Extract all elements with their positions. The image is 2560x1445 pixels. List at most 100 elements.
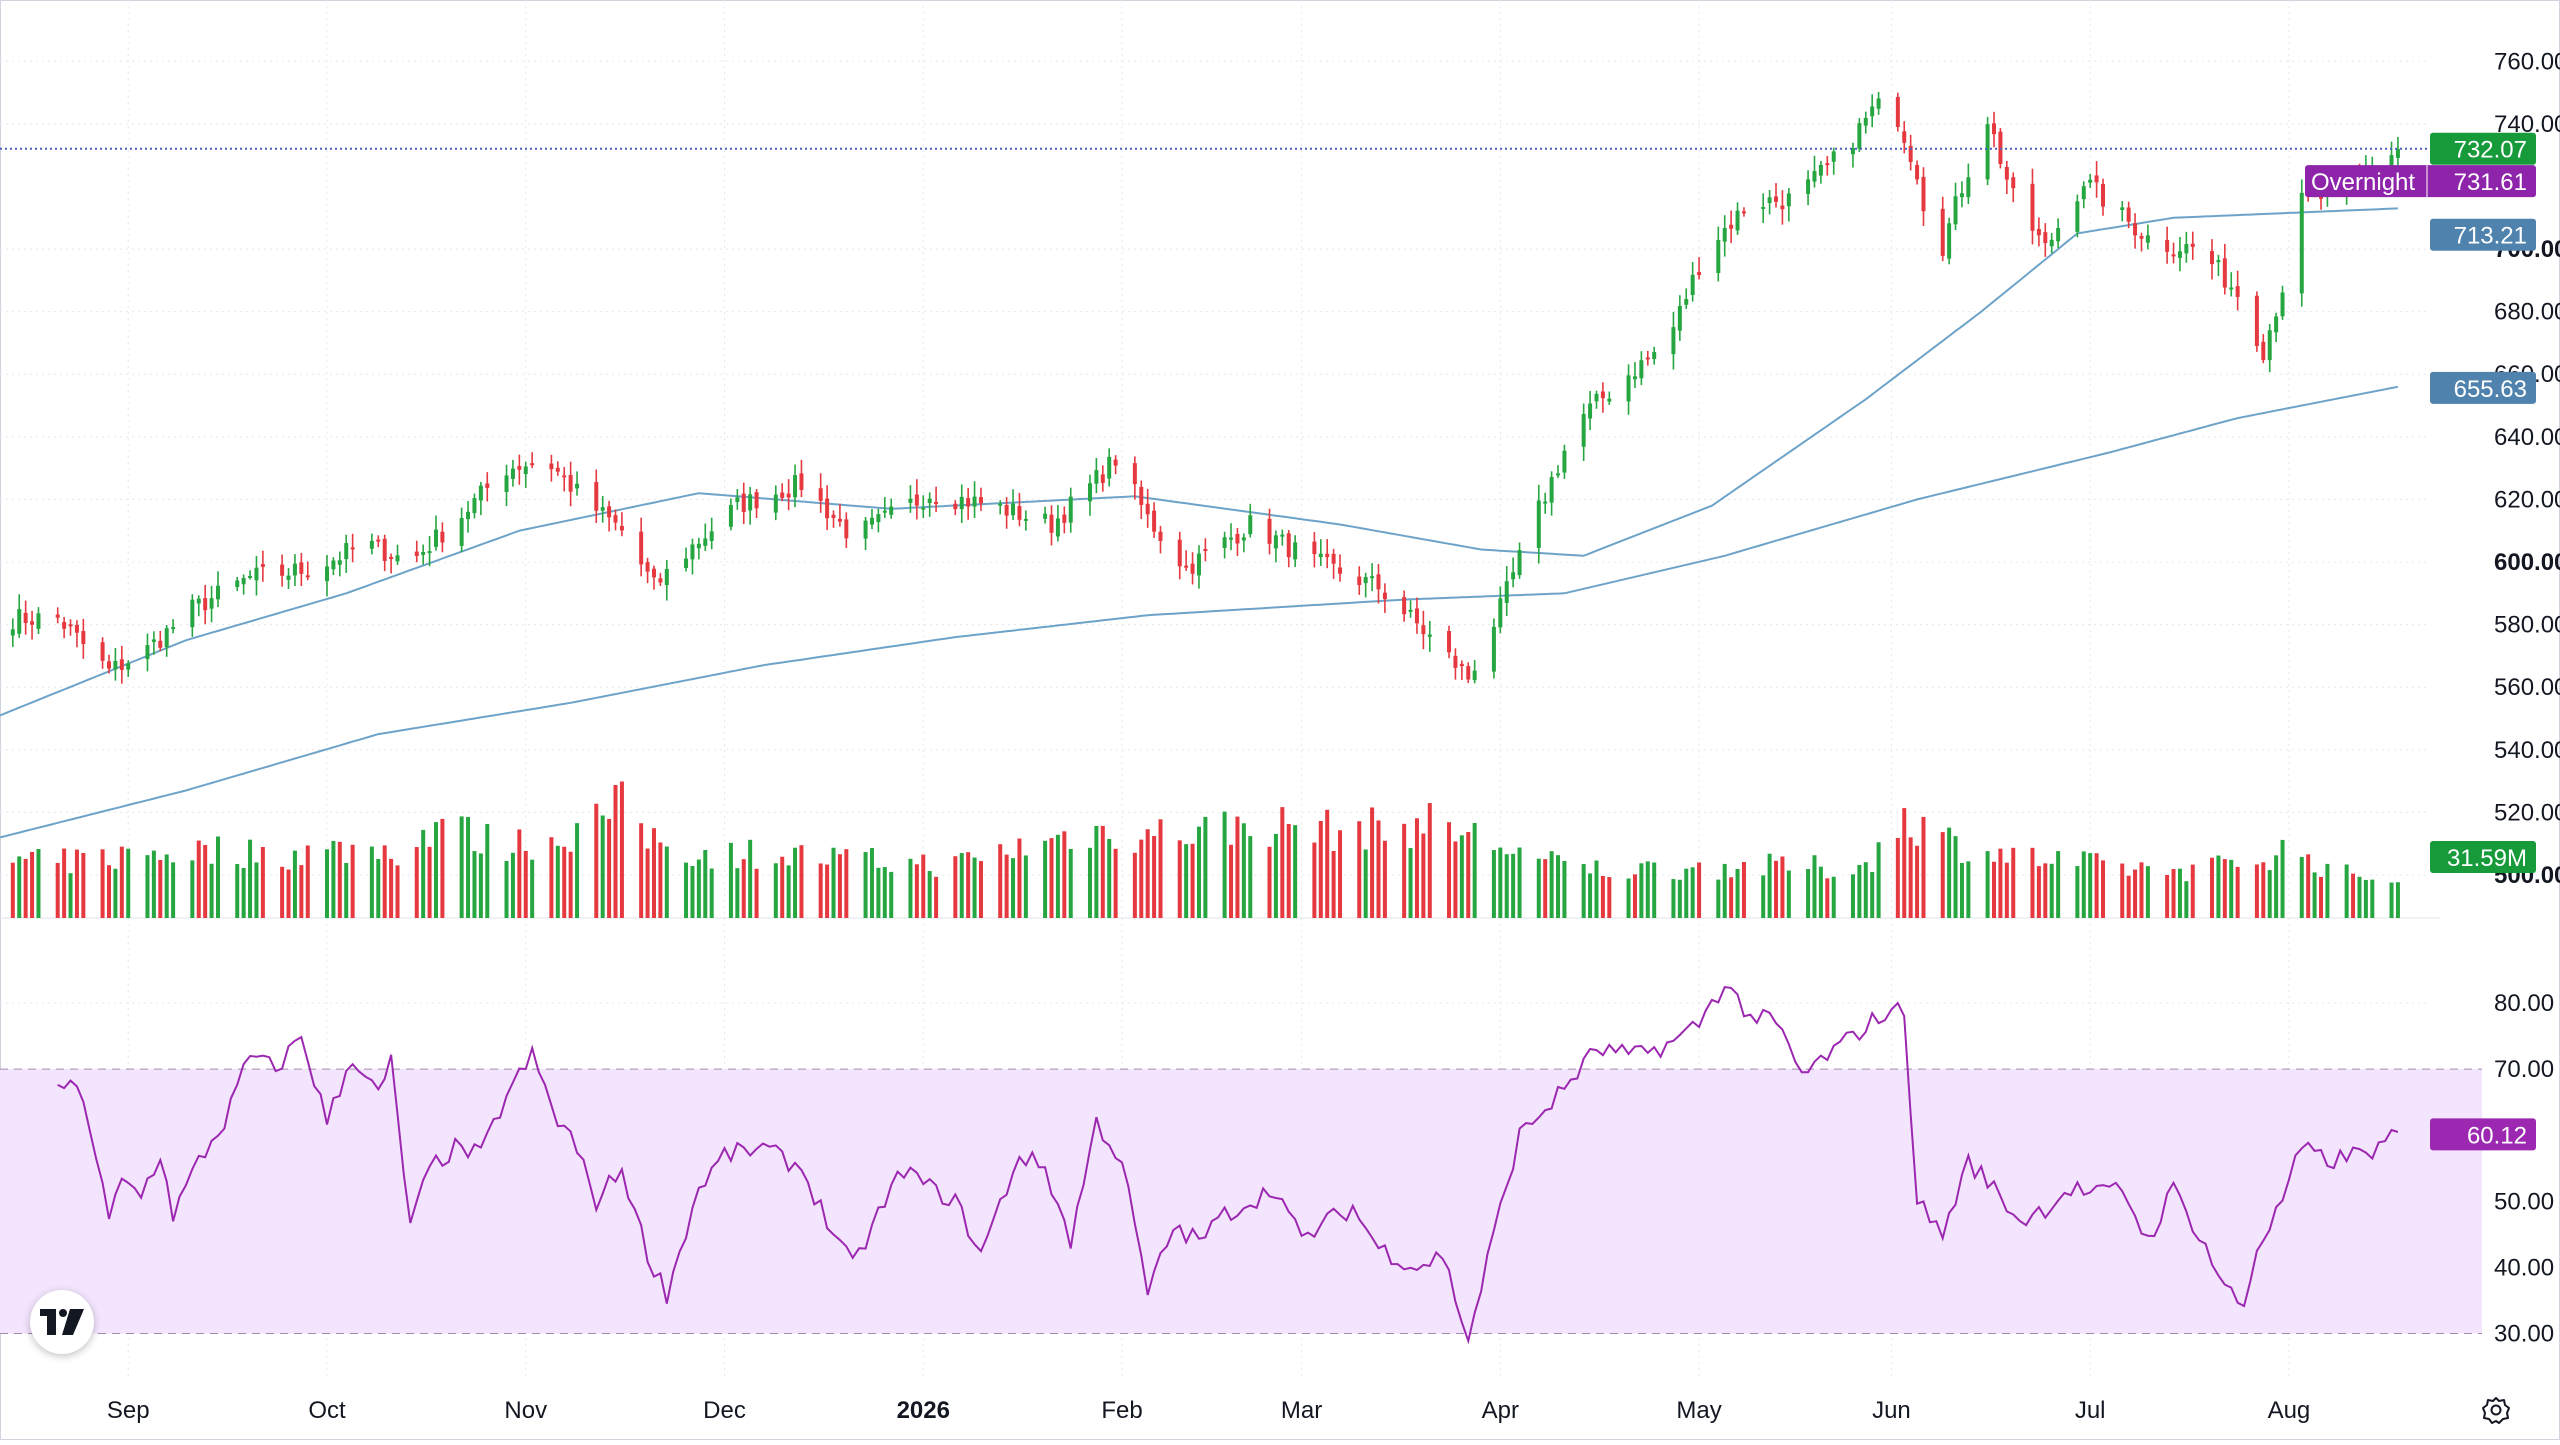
volume-bar [248,839,253,918]
volume-bar [1370,807,1375,918]
volume-bar [658,842,663,918]
volume-bar [1735,868,1740,918]
volume-bar [793,847,798,918]
volume-bar [530,859,535,918]
candle [395,555,400,562]
rsi-line [57,986,2399,1345]
volume-bar [331,840,336,918]
candle [235,580,240,587]
candle [1107,456,1112,479]
last-price-tag-text: 732.07 [2454,137,2527,164]
settings-button[interactable] [2478,1392,2514,1428]
candle [2280,292,2285,317]
candle [2088,179,2093,183]
volume-bar [478,853,483,918]
candle [876,514,881,523]
volume-bar [1248,836,1253,918]
candle [286,575,291,580]
candle [1870,106,1875,117]
candle [350,547,355,550]
volume-bar [1011,858,1016,918]
candle [74,624,79,633]
last-price-tag-bg [2430,132,2536,165]
candle [478,485,483,501]
volume-bar [748,839,753,918]
volume-bar [1639,863,1644,918]
time-tick-label: Jun [1872,1397,1911,1424]
volume-bar [876,867,881,918]
volume-bar [260,847,265,918]
tradingview-logo[interactable] [30,1290,94,1354]
volume-bar [966,852,971,918]
candle [1985,124,1990,180]
ma-slow-tag-text: 655.63 [2454,376,2527,403]
volume-bar [2036,866,2041,918]
volume-bar [786,865,791,918]
volume-bar [831,847,836,918]
price-tick-label: 540.00 [2494,737,2560,764]
price-tick-label: 580.00 [2494,612,2560,639]
volume-tag-text: 31.59M [2447,845,2527,872]
overnight-tag: Overnight 731.61 [2305,165,2536,198]
volume-bar [1235,816,1240,918]
last-price-tag: 732.07 [2430,132,2536,165]
volume-bar [190,860,195,918]
candle [1684,299,1689,305]
price-tick-label: 520.00 [2494,799,2560,826]
candle [2043,232,2048,244]
candle [844,519,849,539]
volume-bar [863,852,868,918]
candle [1177,539,1182,567]
volume-bar [2184,881,2189,918]
volume-bar [74,849,79,918]
volume-bar [998,844,1003,918]
candle [1459,663,1464,667]
volume-bar [2056,851,2061,918]
volume-bar [459,816,464,918]
volume-bar [1556,855,1561,918]
candle [1408,609,1413,612]
volume-bar [421,829,426,918]
candle [2235,286,2240,297]
volume-bar [664,846,669,918]
volume-bar [1273,833,1278,918]
candle [1414,608,1419,624]
candle [869,517,874,525]
candle [2075,201,2080,232]
price-tick-label: 640.00 [2494,424,2560,451]
volume-bar [1414,818,1419,918]
volume-bar [1498,847,1503,918]
volume-bar [1055,834,1060,918]
volume-bar [1857,864,1862,918]
candle [1543,501,1548,504]
volume-bar [1229,844,1234,918]
candle [1318,553,1323,558]
candle [459,518,464,546]
volume-bar [1607,877,1612,918]
volume-bar [837,854,842,918]
candle [2319,195,2324,199]
volume-bar [81,853,86,918]
candle [1915,164,1920,180]
volume-bar [1729,877,1734,918]
volume-bar [30,851,35,918]
rsi-tag: 60.12 [2430,1118,2536,1151]
volume-bar [2363,879,2368,918]
volume-bar [1940,832,1945,918]
volume-bar [36,849,41,918]
candle [1370,576,1375,579]
price-tick-label: 680.00 [2494,299,2560,326]
volume-bar [1517,847,1522,918]
candle [324,566,329,582]
volume-bar [2210,857,2215,918]
candle [1735,210,1740,231]
time-tick-label: Nov [504,1397,547,1424]
candle [1421,625,1426,635]
rsi-tick-label: 30.00 [2494,1320,2554,1347]
volume-bar [1241,823,1246,918]
volume-bar [2190,864,2195,918]
volume-bar [709,868,714,918]
volume-bar [1363,849,1368,918]
